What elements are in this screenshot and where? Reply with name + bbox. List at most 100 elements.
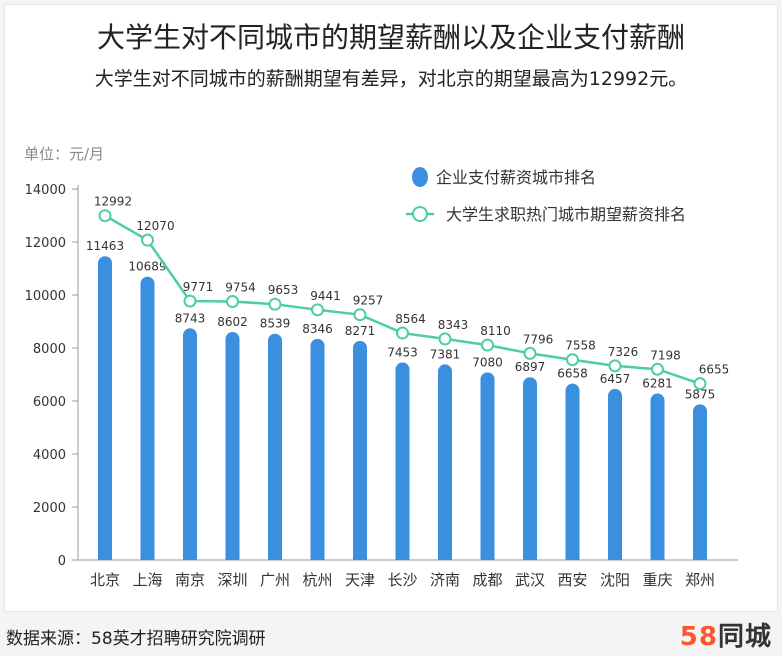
line-point: [693, 377, 707, 391]
bar-data-label: 8743: [175, 311, 206, 325]
chart-title: 大学生对不同城市的期望薪酬以及企业支付薪酬: [96, 21, 685, 54]
bar-data-label: 8539: [260, 317, 291, 331]
bar-cap: [565, 383, 580, 398]
x-tick-label: 广州: [260, 571, 290, 589]
x-tick-label: 武汉: [515, 571, 545, 589]
bar: [650, 400, 665, 560]
bar-data-label: 7453: [387, 345, 418, 359]
bar: [353, 347, 367, 560]
legend-line-label: 大学生求职热门城市期望薪资排名: [446, 205, 686, 224]
bar-cap: [480, 372, 495, 387]
bar-data-label: 7080: [472, 355, 503, 369]
bar-data-label: 8271: [345, 324, 376, 338]
line-point: [608, 359, 622, 373]
x-tick-label: 沈阳: [600, 571, 630, 589]
bar-cap: [438, 364, 452, 379]
line-point: [481, 338, 494, 352]
bar-cap: [608, 388, 622, 403]
y-tick-label: 0: [58, 554, 66, 569]
bar: [140, 283, 155, 560]
x-tick-label: 济南: [430, 571, 460, 589]
line-point: [183, 294, 197, 308]
y-tick-label: 8000: [33, 342, 66, 357]
bar-data-label: 6897: [515, 360, 546, 374]
bar: [98, 263, 112, 560]
line-data-label: 9771: [183, 280, 214, 294]
x-tick-label: 上海: [132, 571, 162, 589]
bar-data-label: 8346: [302, 322, 333, 336]
x-tick-label: 杭州: [302, 571, 332, 589]
line-point: [523, 346, 537, 360]
y-tick-label: 14000: [25, 183, 66, 198]
line-data-label: 8110: [480, 324, 511, 338]
x-tick-label: 北京: [90, 571, 120, 589]
line-data-label: 7558: [565, 339, 596, 353]
y-tick-label: 2000: [33, 501, 66, 516]
bar-data-label: 8602: [217, 315, 248, 329]
x-tick-label: 西安: [557, 571, 587, 589]
bar-cap: [140, 276, 155, 291]
bar-cap: [353, 340, 367, 355]
bar-cap: [268, 333, 282, 348]
line-data-label: 12070: [136, 219, 174, 233]
unit-label: 单位：元/月: [24, 145, 105, 163]
x-tick-label: 郑州: [685, 571, 715, 589]
line-point: [566, 353, 579, 367]
bar-cap: [183, 328, 197, 343]
line-data-label: 6655: [699, 363, 730, 377]
line-point: [353, 308, 367, 322]
line-point: [396, 326, 409, 340]
bar-data-label: 6281: [642, 377, 673, 391]
line-point: [651, 362, 664, 376]
bar-cap: [650, 393, 665, 408]
bar-data-label: 7381: [430, 347, 461, 361]
line-data-label: 12992: [94, 195, 132, 209]
bar-data-label: 5875: [685, 387, 716, 401]
bar: [183, 335, 197, 560]
x-tick-label: 重庆: [642, 571, 672, 589]
line-point: [98, 209, 112, 223]
bar-cap: [693, 404, 707, 419]
bar: [565, 390, 580, 560]
legend-bar-swatch: [412, 167, 428, 187]
brand-logo: 58同城: [680, 616, 772, 653]
y-tick-label: 12000: [25, 236, 66, 251]
bar: [395, 369, 410, 560]
logo-text: 同城: [717, 622, 772, 652]
chart-card: [4, 4, 778, 612]
bar: [268, 340, 282, 560]
y-tick-label: 10000: [25, 289, 66, 304]
bar: [310, 345, 325, 560]
bar: [693, 411, 707, 560]
bar-data-label: 6658: [557, 367, 588, 381]
line-data-label: 7326: [608, 345, 639, 359]
line-data-label: 8564: [395, 312, 426, 326]
bar: [438, 371, 452, 560]
bar-data-label: 10689: [128, 260, 166, 274]
x-tick-label: 成都: [472, 571, 502, 589]
y-tick-label: 6000: [33, 395, 66, 410]
y-tick-label: 4000: [33, 448, 66, 463]
bar: [523, 384, 537, 560]
line-data-label: 9653: [268, 283, 299, 297]
line-point: [438, 332, 452, 346]
line-data-label: 7796: [523, 332, 554, 346]
bar-data-label: 11463: [86, 239, 124, 253]
logo-number: 58: [679, 622, 718, 652]
bar-cap: [310, 338, 325, 353]
x-tick-label: 长沙: [387, 571, 417, 589]
line-data-label: 7198: [650, 348, 681, 362]
line-data-label: 8343: [438, 318, 469, 332]
bar-cap: [395, 362, 410, 377]
bar: [608, 395, 622, 560]
x-tick-label: 南京: [175, 571, 205, 589]
x-tick-label: 天津: [345, 571, 375, 589]
data-source: 数据来源：58英才招聘研究院调研: [6, 629, 266, 649]
legend-bar-label: 企业支付薪资城市排名: [436, 168, 596, 187]
bar-cap: [225, 332, 240, 347]
line-point: [268, 297, 282, 311]
line-point: [226, 295, 239, 309]
line-data-label: 9441: [310, 289, 341, 303]
line-data-label: 9257: [353, 294, 384, 308]
